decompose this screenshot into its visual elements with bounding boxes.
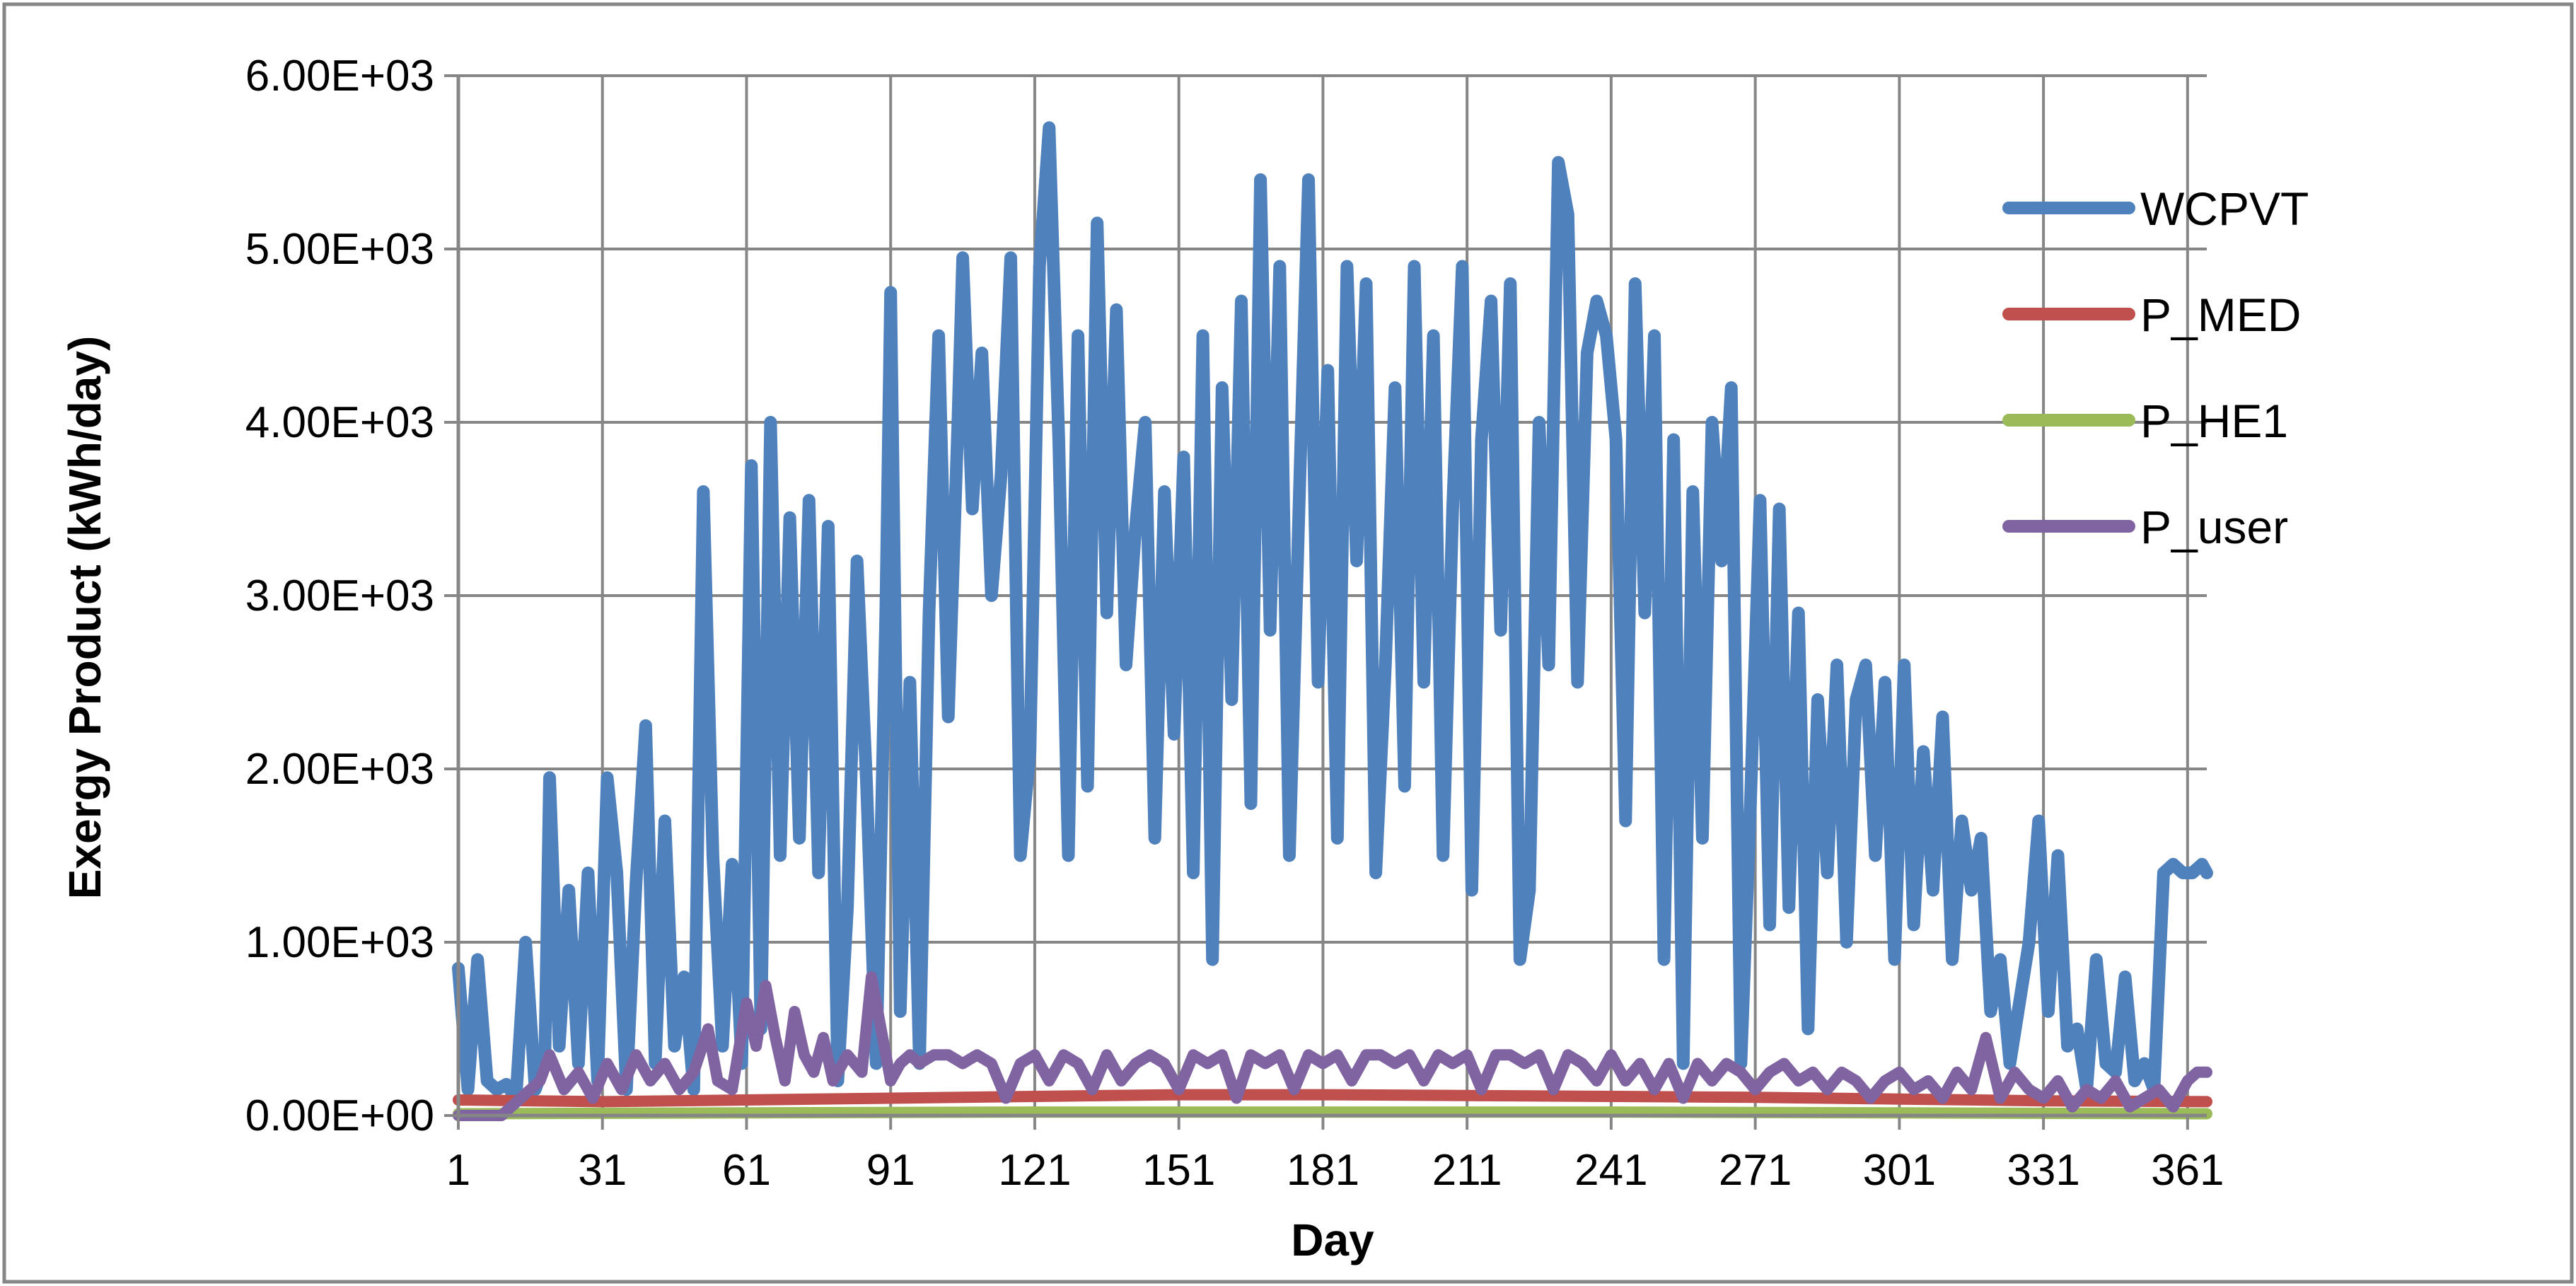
legend-label: P_HE1 [2140,395,2288,447]
series-line-wcpvt [452,121,2213,1105]
legend: WCPVT P_MED P_HE1 P_user [2002,183,2309,553]
y-tick-label: 2.00E+03 [245,745,434,794]
x-tick-label: 211 [1432,1146,1502,1195]
x-tick-label: 271 [1719,1146,1792,1195]
x-tick-label: 1 [446,1146,470,1195]
x-tick-label: 181 [1287,1146,1359,1195]
y-tick-label: 0.00E+00 [245,1091,434,1140]
x-tick-label: 241 [1574,1146,1647,1195]
legend-label: P_MED [2140,289,2301,341]
x-tick-label: 151 [1142,1146,1215,1195]
x-axis-title: Day [1291,1215,1374,1265]
y-tick-label: 4.00E+03 [245,398,434,447]
series-line-p-he1 [453,1106,2212,1120]
x-tick-label: 361 [2151,1146,2224,1195]
y-tick-label: 1.00E+03 [245,918,434,967]
series-layer [452,121,2213,1121]
x-tick-label: 331 [2007,1146,2079,1195]
y-tick-label: 3.00E+03 [245,572,434,620]
legend-label: WCPVT [2140,183,2309,235]
tick-labels: 0.00E+00 1.00E+03 2.00E+03 3.00E+03 4.00E+03… [245,52,2224,1195]
y-tick-label: 6.00E+03 [245,52,434,100]
x-tick-label: 121 [998,1146,1071,1195]
series-line-p-med [453,1089,2212,1108]
legend-label: P_user [2140,501,2288,553]
x-tick-label: 31 [578,1146,627,1195]
y-tick-label: 5.00E+03 [245,225,434,274]
x-tick-label: 91 [866,1146,915,1195]
x-tick-label: 61 [722,1146,771,1195]
series-line-p-user [453,971,2212,1121]
x-tick-label: 301 [1863,1146,1936,1195]
axes [444,74,2207,1130]
y-axis-title: Exergy Product (kWh/day) [59,336,110,900]
